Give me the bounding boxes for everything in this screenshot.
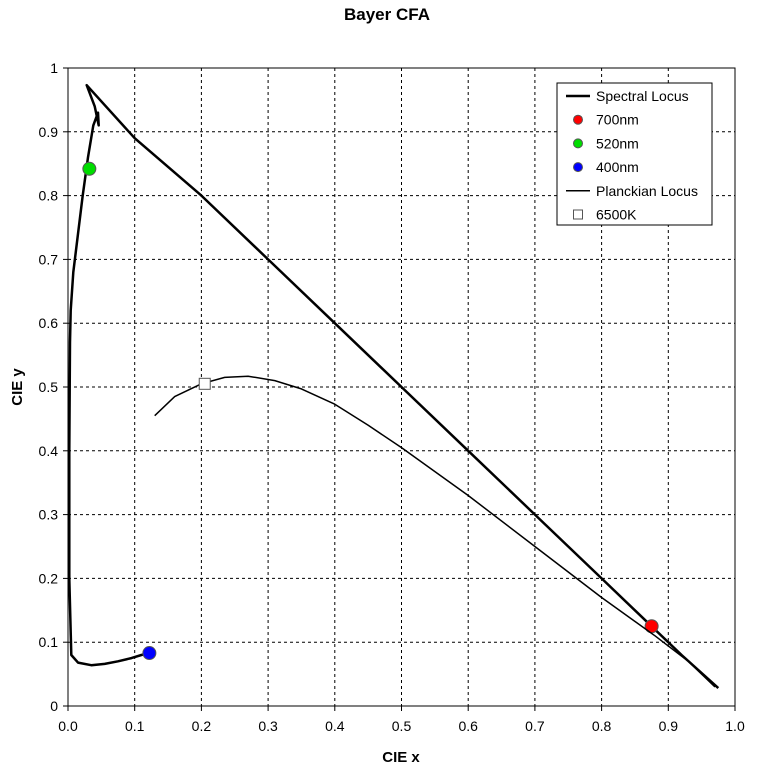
chart-title: Bayer CFA	[344, 5, 430, 24]
legend-swatch	[573, 114, 583, 125]
legend-item-520nm: 520nm	[573, 135, 639, 151]
520nm-point	[82, 161, 97, 176]
y-tick-label: 0.3	[39, 507, 59, 523]
y-tick-label: 1	[50, 60, 58, 76]
legend-box	[556, 82, 713, 226]
y-tick-label: 0.1	[39, 634, 59, 650]
legend-item-700nm: 700nm	[573, 112, 639, 128]
6500k-point	[198, 377, 211, 390]
x-tick-labels: 0.0 0.1 0.2 0.3 0.4 0.5 0.6 0.7 0.8 0.9 1.0	[58, 706, 745, 734]
legend-swatch	[573, 138, 583, 149]
y-tick-label: 0.2	[39, 570, 59, 586]
series	[68, 83, 720, 690]
legend-item-planckian-locus: Planckian Locus	[566, 183, 698, 199]
x-tick-label: 0.1	[125, 718, 145, 734]
x-tick-label: 1.0	[725, 718, 745, 734]
y-tick-label: 0.6	[39, 315, 59, 331]
y-tick-label: 0.5	[39, 379, 59, 395]
legend-label: 400nm	[596, 159, 639, 175]
spectral-locus-line	[68, 83, 720, 690]
x-tick-label: 0.2	[192, 718, 212, 734]
x-tick-label: 0.9	[659, 718, 679, 734]
legend-swatch	[573, 209, 583, 220]
legend-label: 6500K	[596, 207, 637, 223]
legend-label: 700nm	[596, 112, 639, 128]
x-tick-label: 0.6	[458, 718, 478, 734]
y-tick-label: 0.4	[39, 443, 59, 459]
legend-item-spectral-locus: Spectral Locus	[566, 88, 689, 104]
x-axis-label: CIE x	[382, 749, 420, 766]
legend-label: Spectral Locus	[596, 88, 689, 104]
y-tick-label: 0	[50, 698, 58, 714]
planckian-locus-line	[154, 375, 716, 688]
legend: Spectral Locus 700nm 520nm 400nm Planckian L…	[556, 82, 713, 226]
legend-label: Planckian Locus	[596, 183, 698, 199]
x-tick-label: 0.5	[392, 718, 412, 734]
400nm-point	[142, 646, 157, 661]
x-tick-label: 0.3	[258, 718, 278, 734]
y-tick-label: 0.8	[39, 188, 59, 204]
y-tick-label: 0.9	[39, 124, 59, 140]
y-tick-label: 0.7	[39, 251, 59, 267]
y-tick-labels: 0 0.1 0.2 0.3 0.4 0.5 0.6 0.7 0.8 0.9 1	[39, 60, 68, 714]
x-tick-label: 0.7	[525, 718, 545, 734]
legend-swatch	[573, 162, 583, 173]
legend-item-6500k: 6500K	[573, 207, 637, 223]
legend-label: 520nm	[596, 135, 639, 151]
x-tick-label: 0.8	[592, 718, 612, 734]
x-tick-label: 0.0	[58, 718, 78, 734]
x-tick-label: 0.4	[325, 718, 345, 734]
y-axis-label: CIE y	[9, 368, 26, 406]
legend-item-400nm: 400nm	[573, 159, 639, 175]
